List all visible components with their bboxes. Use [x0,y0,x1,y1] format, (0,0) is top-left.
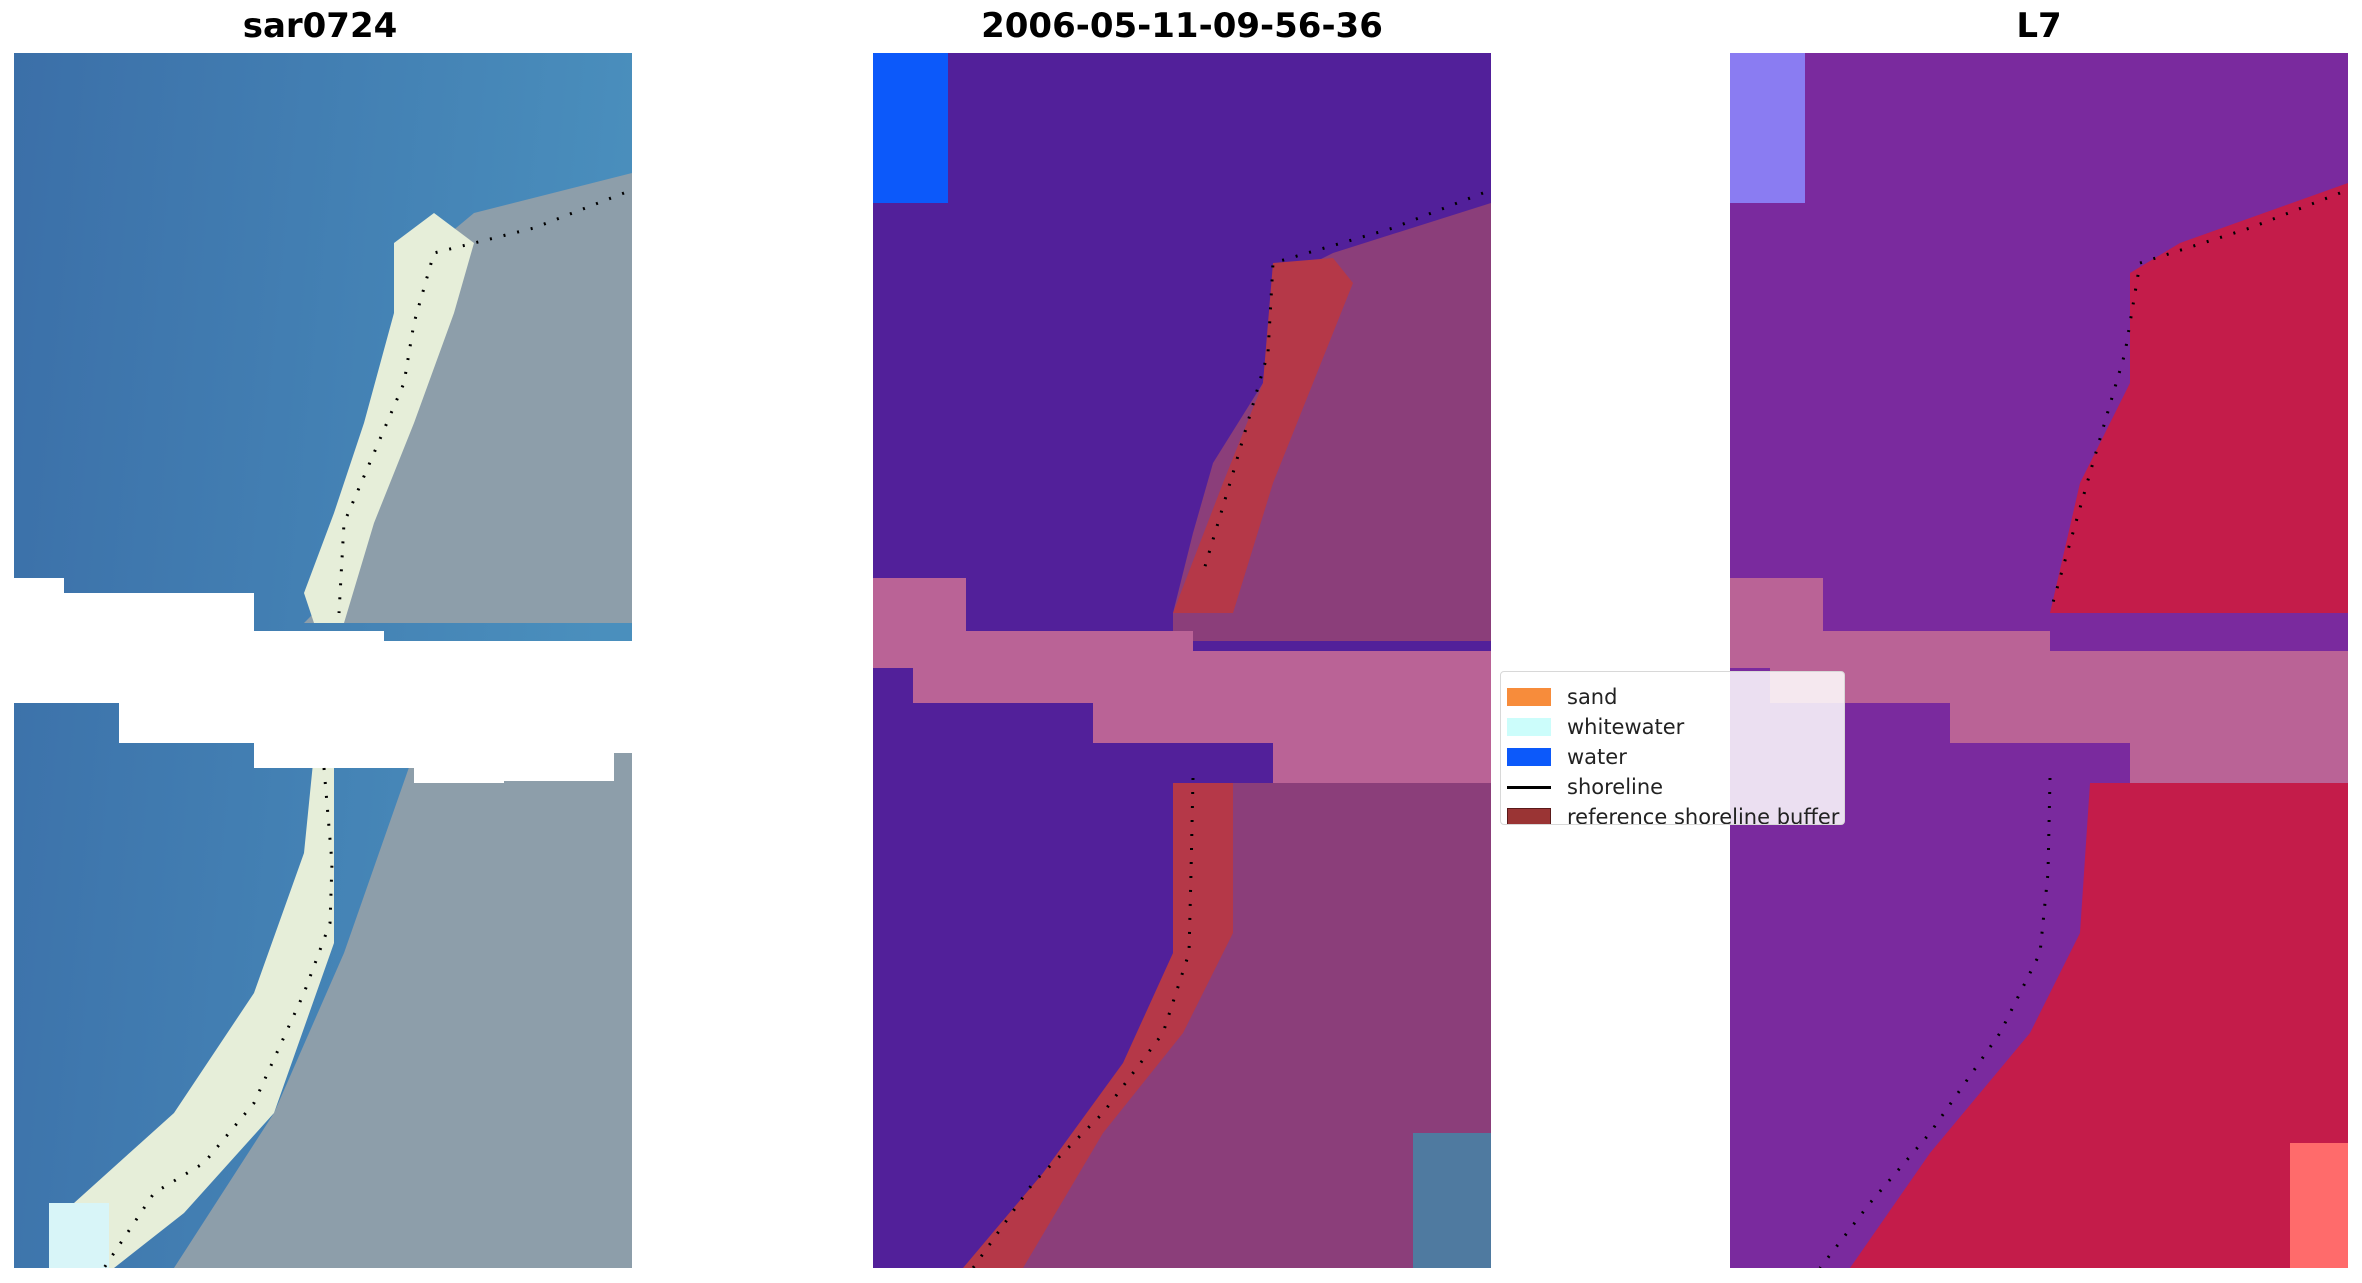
legend-item-reference-shoreline-buffer: reference shoreline buffer [1507,802,1840,825]
legend-item-water: water [1507,742,1627,772]
reference-shoreline-swatch [1507,808,1551,824]
legend-item-whitewater: whitewater [1507,712,1684,742]
legend-label: sand [1567,685,1618,709]
legend-label: whitewater [1567,715,1685,739]
title-l7: L7 [2016,6,2062,46]
classified-image [873,53,1491,1268]
l7-image [1730,53,2348,1268]
legend-item-shoreline: shoreline [1507,772,1663,802]
legend-item-sand: sand [1507,682,1617,712]
shoreline-swatch [1507,785,1551,789]
sand-swatch [1507,688,1551,706]
rgb-image [14,53,632,1268]
legend-label: reference shoreline buffer [1567,805,1840,825]
whitewater-swatch [1507,718,1551,736]
legend-label: shoreline [1567,775,1664,799]
classified-image-panel [873,53,1491,1268]
l7-image-panel [1730,53,2348,1268]
title-classified: 2006-05-11-09-56-36 [981,6,1383,46]
water-swatch [1507,748,1551,766]
legend-label: water [1567,745,1627,769]
legend: sand whitewater water shoreline referenc… [1500,671,1845,825]
title-sar0724: sar0724 [242,6,398,46]
rgb-image-panel [14,53,632,1268]
